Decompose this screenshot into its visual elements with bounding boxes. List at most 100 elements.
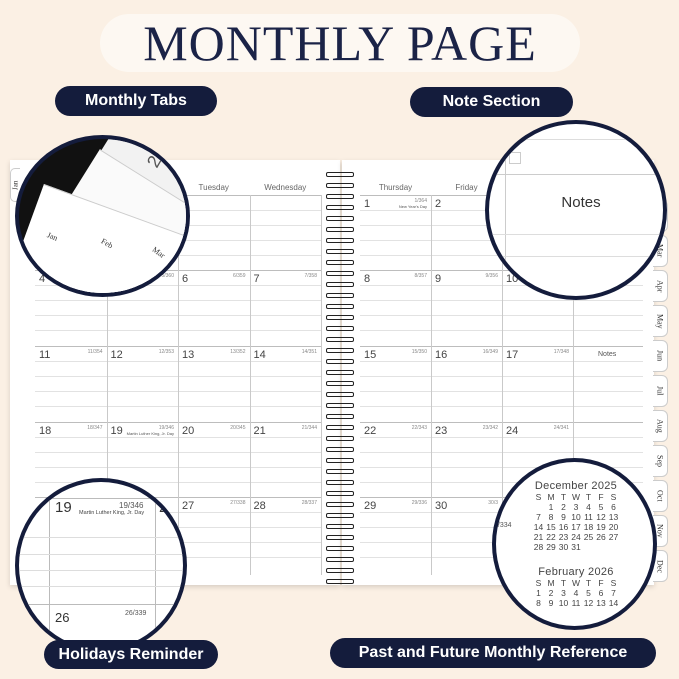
day-of-year: 22/343 <box>411 425 427 431</box>
mini-date: 10 <box>558 598 569 608</box>
mini-date: 10 <box>571 512 581 522</box>
writing-line <box>360 315 643 316</box>
weekday-letter: F <box>598 492 604 502</box>
day-of-year: 15/350 <box>411 349 427 355</box>
notes-heading: Notes <box>561 194 601 211</box>
writing-line <box>360 437 643 438</box>
day-of-year: 18/347 <box>87 425 103 431</box>
mini-date: 2 <box>561 502 566 512</box>
day-number: 2 <box>435 198 442 210</box>
title-banner: MONTHLY PAGE <box>100 14 580 72</box>
checkbox-icon <box>509 152 521 164</box>
monthly-tabs-label: Monthly Tabs <box>55 86 217 116</box>
weekday-letter: T <box>560 578 567 588</box>
mini-calendar-title: February 2026 <box>538 566 614 578</box>
mini-date: 9 <box>561 512 566 522</box>
reference-side-text: 1/334 <box>494 522 512 529</box>
mini-date: 11 <box>571 598 581 608</box>
spiral-coil <box>326 370 354 375</box>
column-divider <box>321 195 322 575</box>
writing-line <box>360 376 643 377</box>
holiday-label: New Year's Day <box>398 204 427 209</box>
day-number: 24 <box>506 425 519 437</box>
day-header-wednesday: Wednesday <box>264 183 307 192</box>
spiral-coil <box>326 403 354 408</box>
day-of-year: 17/348 <box>553 349 569 355</box>
spiral-coil <box>326 414 354 419</box>
day-number: 15 <box>364 349 377 361</box>
weekday-letter: S <box>610 492 617 502</box>
tab-dec[interactable]: Dec <box>653 550 668 582</box>
day-number: 22 <box>364 425 377 437</box>
day-of-year: 30/3 <box>488 500 498 506</box>
bottom-day-number: 26 <box>55 610 70 625</box>
tab-jul[interactable]: Jul <box>653 375 668 407</box>
weekday-letter: T <box>585 578 592 588</box>
mini-date: 3 <box>573 502 579 512</box>
mini-date: 8 <box>536 598 541 608</box>
weekday-letter: S <box>610 578 617 588</box>
prev-day-of-year: 347 <box>29 500 41 507</box>
weekday-letter: S <box>535 578 542 588</box>
day-of-year: 9/356 <box>485 273 498 279</box>
spiral-coil <box>326 469 354 474</box>
bottom-day-of-year: 26/339 <box>125 610 147 617</box>
weekday-letter: F <box>598 578 604 588</box>
day-of-year: 21/344 <box>301 425 317 431</box>
holiday-name: Martin Luther King, Jr. Day <box>79 510 145 516</box>
tab-aug[interactable]: Aug <box>653 410 668 442</box>
mini-calendar: December 2025 S M T W T F S 1 2 3 4 5 6 7 8 9 10 11 12 13 14 1… <box>521 480 631 552</box>
holiday-day-number: 19 <box>55 499 72 516</box>
spiral-coil <box>326 172 354 177</box>
column-divider <box>502 195 503 575</box>
spiral-coil <box>326 557 354 562</box>
mini-date: 4 <box>573 588 579 598</box>
spiral-coil <box>326 194 354 199</box>
column-divider <box>106 195 108 575</box>
writing-line <box>360 452 643 453</box>
mini-date: 20 <box>608 522 619 532</box>
writing-line <box>360 467 643 468</box>
mini-date: 17 <box>571 522 581 532</box>
mini-date: 1 <box>548 502 554 512</box>
tab-sep[interactable]: Sep <box>653 445 668 477</box>
spiral-coil <box>326 315 354 320</box>
notes-column-label: Notes <box>598 351 617 358</box>
mini-date: 21 <box>533 532 544 542</box>
spiral-coil <box>326 183 354 188</box>
day-of-year: 16/349 <box>482 349 498 355</box>
day-of-year: 24/341 <box>553 425 569 431</box>
day-number: 14 <box>253 349 266 361</box>
day-number: 1 <box>364 198 371 210</box>
week-divider <box>360 497 643 498</box>
mini-date <box>532 502 545 512</box>
spiral-coil <box>326 447 354 452</box>
day-of-year: 19/346 <box>158 425 174 431</box>
mini-date: 19 <box>596 522 606 532</box>
day-number: 29 <box>364 500 377 512</box>
spiral-coil <box>326 205 354 210</box>
spiral-coil <box>326 271 354 276</box>
reference-zoom-circle: 1/334 December 2025 S M T W T F S 1 2 3 4 5 6 7 8 9 10 11 1… <box>492 458 657 630</box>
spiral-coil <box>326 282 354 287</box>
day-of-year: 13/352 <box>230 349 246 355</box>
mini-date: 11 <box>584 512 593 522</box>
day-header-thursday: Thursday <box>378 183 413 192</box>
day-number: 19 <box>110 425 123 437</box>
mini-date: 23 <box>558 532 569 542</box>
writing-line <box>360 285 643 286</box>
tabs-zoom-circle: 29 Jan Feb Mar <box>15 135 190 297</box>
mini-date: 5 <box>586 588 591 598</box>
spiral-coil <box>326 535 354 540</box>
day-number: 20 <box>182 425 195 437</box>
tab-apr[interactable]: Apr <box>653 270 668 302</box>
notes-zoom-circle: Notes <box>485 120 667 300</box>
mini-date: 14 <box>608 598 619 608</box>
tab-may[interactable]: May <box>653 305 668 337</box>
spiral-coil <box>326 238 354 243</box>
tab-oct[interactable]: Oct <box>653 480 668 512</box>
mini-date: 28 <box>533 542 544 552</box>
weekday-letter: W <box>571 578 581 588</box>
weekday-letter: M <box>547 578 555 588</box>
tab-jun[interactable]: Jun <box>653 340 668 372</box>
